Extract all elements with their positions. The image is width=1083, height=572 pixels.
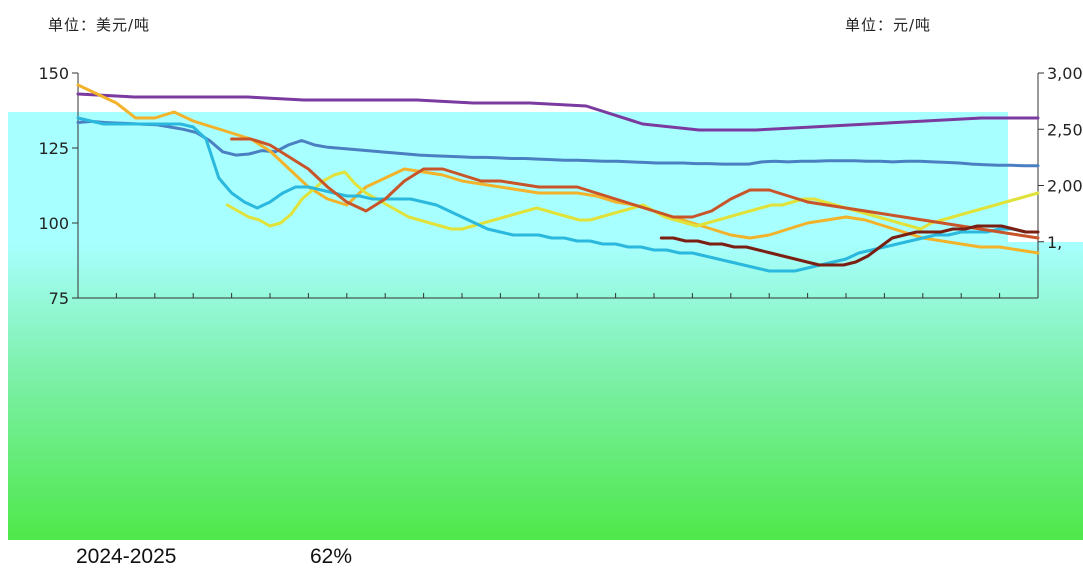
lower-band xyxy=(8,242,1083,540)
left-tick-label: 125 xyxy=(38,139,69,158)
right-tick-label: 2,50 xyxy=(1047,120,1083,139)
upper-band xyxy=(8,112,1008,242)
left-tick-label: 75 xyxy=(49,289,69,308)
footer-percent: 62% xyxy=(310,545,352,569)
background-bands xyxy=(8,112,1083,540)
right-tick-label: 3,000 xyxy=(1047,64,1083,83)
footer-period: 2024-2025 xyxy=(76,545,176,569)
right-axis-ticks: 1, 2,00 2,50 3,000 xyxy=(1038,64,1083,252)
left-tick-label: 100 xyxy=(38,214,69,233)
right-tick-label: 1, xyxy=(1047,233,1062,252)
right-tick-label: 2,00 xyxy=(1047,177,1083,196)
left-tick-label: 150 xyxy=(38,64,69,83)
